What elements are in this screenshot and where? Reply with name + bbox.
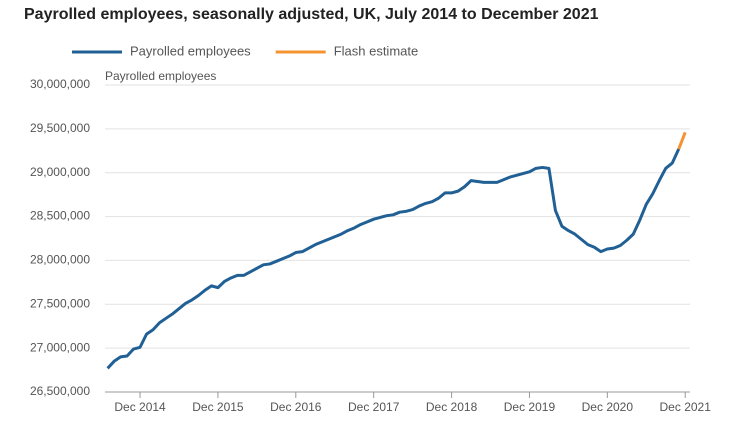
y-tick-label: 27,000,000	[30, 340, 90, 354]
y-tick-label: 27,500,000	[30, 296, 90, 310]
x-tick-label: Dec 2015	[192, 400, 244, 414]
y-tick-label: 29,000,000	[30, 165, 90, 179]
series-line	[106, 148, 681, 370]
x-tick-label: Dec 2021	[660, 400, 712, 414]
legend-label: Flash estimate	[334, 43, 419, 58]
y-tick-label: 30,000,000	[30, 77, 90, 91]
chart-title: Payrolled employees, seasonally adjusted…	[24, 6, 599, 23]
y-tick-label: 26,500,000	[30, 384, 90, 398]
y-tick-label: 28,500,000	[30, 209, 90, 223]
x-tick-label: Dec 2018	[426, 400, 478, 414]
x-tick-label: Dec 2020	[582, 400, 634, 414]
series-line	[677, 131, 687, 150]
x-tick-label: Dec 2019	[504, 400, 556, 414]
x-tick-label: Dec 2016	[270, 400, 322, 414]
x-tick-label: Dec 2014	[114, 400, 166, 414]
y-axis-label: Payrolled employees	[105, 69, 216, 83]
legend-label: Payrolled employees	[130, 43, 251, 58]
y-tick-label: 28,000,000	[30, 253, 90, 267]
y-tick-label: 29,500,000	[30, 121, 90, 135]
x-tick-label: Dec 2017	[348, 400, 400, 414]
